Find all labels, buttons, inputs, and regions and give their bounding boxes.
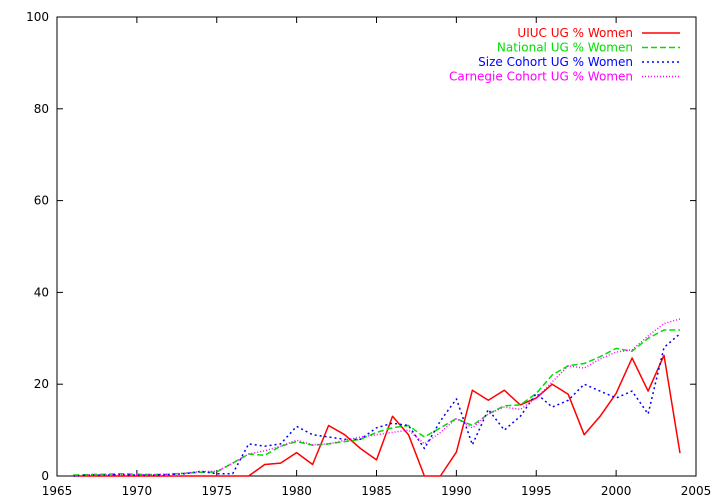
x-tick-label: 2005 — [681, 484, 712, 498]
y-tick-label: 60 — [34, 194, 49, 208]
x-tick-label: 1965 — [42, 484, 73, 498]
legend-label: Carnegie Cohort UG % Women — [449, 70, 633, 84]
legend-label: UIUC UG % Women — [517, 26, 633, 40]
x-tick-label: 1995 — [521, 484, 552, 498]
x-tick-label: 1980 — [281, 484, 312, 498]
series-line — [72, 318, 681, 477]
x-tick-label: 1970 — [122, 484, 153, 498]
legend-label: National UG % Women — [497, 41, 633, 55]
series-line — [72, 329, 680, 476]
x-tick-label: 1985 — [361, 484, 392, 498]
y-tick-label: 20 — [34, 377, 49, 391]
y-tick-label: 40 — [34, 285, 49, 299]
x-tick-label: 1990 — [441, 484, 472, 498]
legend-label: Size Cohort UG % Women — [478, 55, 633, 69]
x-tick-label: 2000 — [601, 484, 632, 498]
y-tick-label: 80 — [34, 102, 49, 116]
y-tick-label: 0 — [41, 469, 49, 483]
plot-lines — [72, 318, 681, 477]
x-tick-label: 1975 — [201, 484, 232, 498]
y-tick-label: 100 — [26, 10, 49, 24]
plot-frame — [56, 16, 697, 477]
series-line — [73, 354, 681, 477]
series-line — [72, 333, 681, 477]
axes: 1965 1970 1975 1980 1985 1990 1995 2000 2005 0 20 4… — [26, 10, 711, 498]
